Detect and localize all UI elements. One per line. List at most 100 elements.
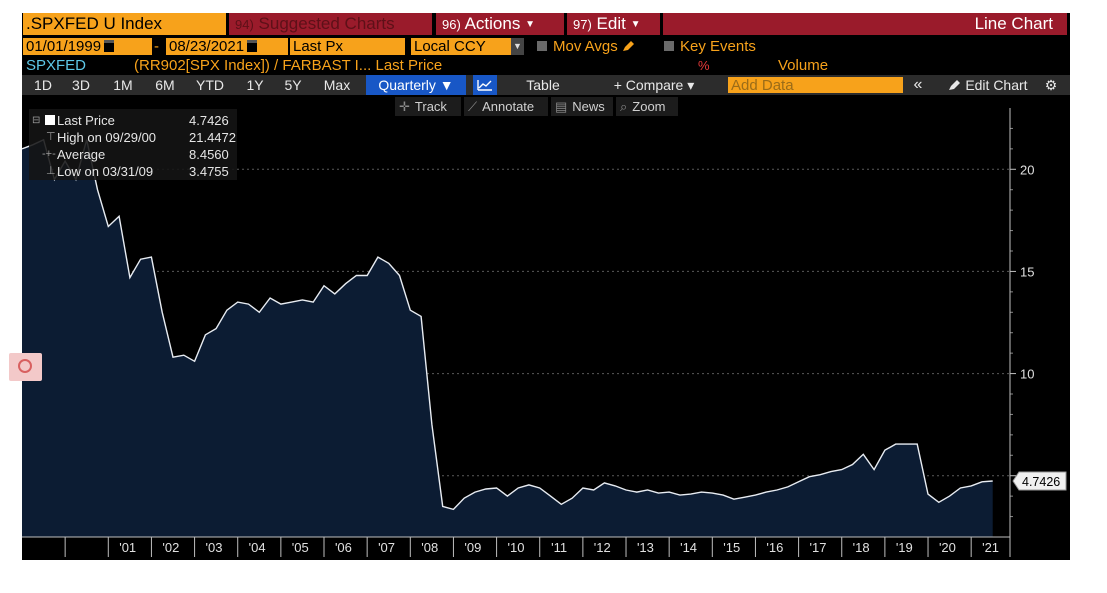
- x-tick-label: '03: [206, 540, 223, 555]
- series-area-fill: [22, 139, 993, 537]
- edit-menu-button[interactable]: 97) Edit ▼: [567, 13, 660, 35]
- gear-icon[interactable]: ⚙: [1044, 77, 1058, 93]
- price-chart[interactable]: 10 15 20 '01 '02 '03 '04 '05 '06 '07 '08 '09 '10 '11 '…: [22, 95, 1070, 560]
- add-data-input[interactable]: [728, 77, 903, 93]
- frequency-label: Quarterly: [378, 77, 436, 93]
- currency-select[interactable]: Local CCY ▼: [411, 38, 524, 55]
- frequency-select[interactable]: Quarterly ▼: [366, 75, 466, 95]
- mov-avgs-toggle[interactable]: Mov Avgs: [537, 38, 635, 55]
- legend-low-value: 3.4755: [189, 164, 229, 179]
- table-button[interactable]: Table: [526, 77, 560, 93]
- news-tool[interactable]: ▤ News: [551, 97, 613, 116]
- edit-menu-number: 97): [573, 17, 592, 32]
- legend-last-price-label: Last Price: [57, 113, 115, 128]
- period-5y-button[interactable]: 5Y: [284, 77, 302, 93]
- collapse-icon[interactable]: ⊟: [32, 115, 41, 126]
- x-tick-label: '06: [335, 540, 352, 555]
- period-1m-button[interactable]: 1M: [113, 77, 133, 93]
- checkbox-icon[interactable]: [537, 41, 547, 51]
- volume-label[interactable]: Volume: [778, 57, 829, 74]
- zoom-label: Zoom: [632, 99, 666, 114]
- chevron-down-icon: ▾: [687, 77, 695, 93]
- period-max-button[interactable]: Max: [323, 77, 351, 93]
- y-tick-label: 15: [1020, 264, 1034, 279]
- last-price-swatch-icon: [45, 115, 55, 125]
- checkbox-icon[interactable]: [664, 41, 674, 51]
- ticker-input[interactable]: .SPXFED U Index: [23, 13, 226, 35]
- period-1d-button[interactable]: 1D: [34, 77, 52, 93]
- legend-row-high: ⊤ High on 09/29/00 21.4472: [29, 129, 237, 146]
- last-value-label: 4.7426: [1022, 475, 1060, 489]
- percent-toggle[interactable]: %: [698, 58, 710, 73]
- annotate-label: Annotate: [482, 99, 535, 114]
- pencil-icon[interactable]: [622, 40, 635, 52]
- x-tick-label: '21: [982, 540, 999, 555]
- series-line: [22, 138, 993, 511]
- edit-chart-label: Edit Chart: [965, 77, 1028, 93]
- y-tick-label: 20: [1020, 162, 1034, 177]
- period-3d-button[interactable]: 3D: [72, 77, 90, 93]
- legend-low-label: Low on 03/31/09: [57, 164, 154, 179]
- calendar-icon[interactable]: [104, 40, 115, 52]
- series-field-label: Last Price: [375, 57, 443, 74]
- y-tick-label: 10: [1020, 367, 1034, 382]
- x-tick-label: '17: [810, 540, 827, 555]
- zoom-icon: ⌕: [620, 99, 628, 114]
- legend-last-price-value: 4.7426: [189, 113, 229, 128]
- actions-menu-number: 96): [442, 17, 461, 32]
- period-ytd-button[interactable]: YTD: [196, 77, 224, 93]
- start-date-field[interactable]: 01/01/1999: [23, 38, 152, 55]
- axes: 10 15 20 '01 '02 '03 '04 '05 '06 '07 '08 '09 '10 '11 '…: [22, 108, 1067, 557]
- end-date-field[interactable]: 08/23/2021: [166, 38, 288, 55]
- chart-type-title: Line Chart: [663, 13, 1067, 35]
- x-tick-label: '07: [378, 540, 395, 555]
- edit-label: Edit: [596, 14, 626, 33]
- side-zoom-icon[interactable]: [9, 353, 42, 381]
- x-tick-label: '20: [939, 540, 956, 555]
- price-field-select[interactable]: Last Px: [290, 38, 405, 55]
- suggested-charts-button[interactable]: 94) Suggested Charts: [229, 13, 432, 35]
- edit-chart-button[interactable]: Edit Chart: [932, 75, 1044, 95]
- calendar-icon[interactable]: [247, 40, 258, 52]
- chart-legend: ⊟ Last Price 4.7426 ⊤ High on 09/29/00 2…: [29, 109, 237, 180]
- x-tick-label: '15: [723, 540, 740, 555]
- start-date-value: 01/01/1999: [26, 38, 102, 55]
- x-tick-label: '09: [464, 540, 481, 555]
- end-date-value: 08/23/2021: [169, 38, 245, 55]
- period-6m-button[interactable]: 6M: [155, 77, 175, 93]
- line-chart-icon[interactable]: [473, 75, 497, 95]
- line-draw-icon: ⟋: [468, 99, 478, 114]
- series-formula: (RR902[SPX Index]) / FARBAST I... Last P…: [134, 57, 442, 74]
- x-tick-label: '10: [508, 540, 525, 555]
- key-events-toggle[interactable]: Key Events: [664, 38, 756, 55]
- x-tick-label: '19: [896, 540, 913, 555]
- crosshair-icon: ✛: [399, 99, 410, 114]
- formula-text: (RR902[SPX Index]) / FARBAST I...: [134, 57, 372, 74]
- security-label: SPXFED: [26, 57, 87, 74]
- x-tick-label: '05: [292, 540, 309, 555]
- actions-menu-button[interactable]: 96) Actions ▼: [436, 13, 564, 35]
- news-label: News: [572, 99, 605, 114]
- compare-button[interactable]: + Compare ▾: [604, 75, 704, 95]
- collapse-icon[interactable]: «: [913, 76, 923, 93]
- chart-toolbar: 1D 3D 1M 6M YTD 1Y 5Y Max Quarterly ▼ Ta…: [22, 75, 1070, 95]
- annotate-tool[interactable]: ⟋ Annotate: [464, 97, 548, 116]
- high-marker-icon: ⊤: [46, 131, 56, 143]
- actions-label: Actions: [464, 14, 521, 33]
- x-tick-label: '01: [119, 540, 136, 555]
- average-marker-icon: -+-: [42, 148, 56, 160]
- x-tick-label: '11: [551, 540, 567, 555]
- zoom-tool[interactable]: ⌕ Zoom: [616, 97, 678, 116]
- legend-average-value: 8.4560: [189, 147, 229, 162]
- track-tool[interactable]: ✛ Track: [395, 97, 461, 116]
- legend-row-last-price: ⊟ Last Price 4.7426: [29, 112, 237, 129]
- chevron-down-icon: ▼: [525, 19, 535, 30]
- x-tick-label: '13: [637, 540, 654, 555]
- x-tick-label: '18: [853, 540, 870, 555]
- legend-row-average: -+- Average 8.4560: [29, 146, 237, 163]
- x-tick-label: '02: [162, 540, 179, 555]
- period-1y-button[interactable]: 1Y: [246, 77, 264, 93]
- date-separator: -: [154, 38, 159, 55]
- chevron-down-icon[interactable]: ▼: [511, 38, 524, 55]
- x-tick-label: '12: [594, 540, 611, 555]
